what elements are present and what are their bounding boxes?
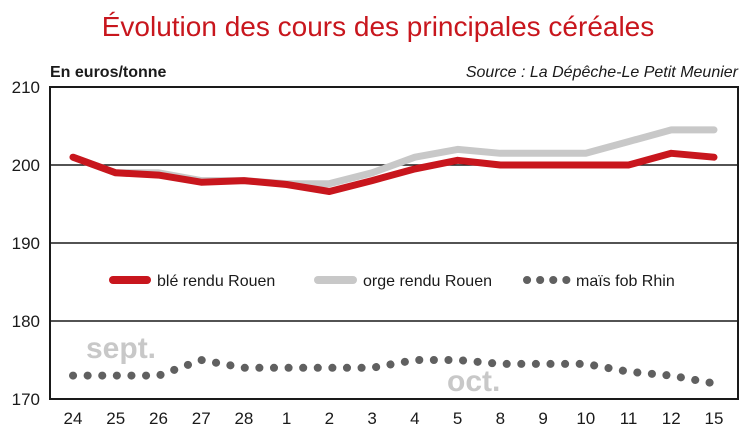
x-tick-label: 9 bbox=[538, 409, 547, 428]
y-tick-label: 190 bbox=[12, 234, 40, 253]
source-label: Source : La Dépêche-Le Petit Meunier bbox=[466, 64, 739, 81]
x-tick-label: 1 bbox=[282, 409, 291, 428]
legend-ble-label: blé rendu Rouen bbox=[157, 273, 275, 290]
x-tick-label: 15 bbox=[705, 409, 724, 428]
x-tick-label: 27 bbox=[192, 409, 211, 428]
y-tick-label: 210 bbox=[12, 78, 40, 97]
chart-title: Évolution des cours des principales céré… bbox=[102, 11, 655, 42]
x-axis-ticks: 24 25 26 27 28 1 2 3 4 5 8 9 10 11 12 15 bbox=[64, 409, 724, 428]
month-labels: sept. oct. bbox=[86, 332, 500, 398]
x-tick-label: 28 bbox=[234, 409, 253, 428]
x-tick-label: 4 bbox=[410, 409, 419, 428]
series-lines bbox=[69, 126, 718, 388]
x-tick-label: 2 bbox=[325, 409, 334, 428]
legend-orge-label: orge rendu Rouen bbox=[363, 273, 492, 290]
y-tick-label: 200 bbox=[12, 156, 40, 175]
x-tick-label: 25 bbox=[106, 409, 125, 428]
y-tick-label: 180 bbox=[12, 312, 40, 331]
legend: blé rendu Rouen orge rendu Rouen maïs fob … bbox=[109, 273, 675, 290]
series-line-mais bbox=[69, 355, 718, 388]
month-label-sept: sept. bbox=[86, 332, 156, 365]
legend-mais-label: maïs fob Rhin bbox=[576, 273, 675, 290]
x-tick-label: 24 bbox=[64, 409, 83, 428]
x-tick-label: 12 bbox=[662, 409, 681, 428]
y-tick-label: 170 bbox=[12, 390, 40, 409]
y-axis-unit-label: En euros/tonne bbox=[50, 64, 167, 81]
grid-lines bbox=[50, 164, 738, 322]
x-tick-label: 10 bbox=[576, 409, 595, 428]
month-label-oct: oct. bbox=[447, 365, 500, 398]
x-tick-label: 11 bbox=[620, 409, 638, 428]
y-axis-ticks: 170 180 190 200 210 bbox=[12, 78, 40, 409]
x-tick-label: 5 bbox=[453, 409, 462, 428]
x-tick-label: 8 bbox=[496, 409, 505, 428]
x-tick-label: 3 bbox=[367, 409, 376, 428]
x-tick-label: 26 bbox=[149, 409, 168, 428]
series-line-ble bbox=[69, 149, 718, 195]
